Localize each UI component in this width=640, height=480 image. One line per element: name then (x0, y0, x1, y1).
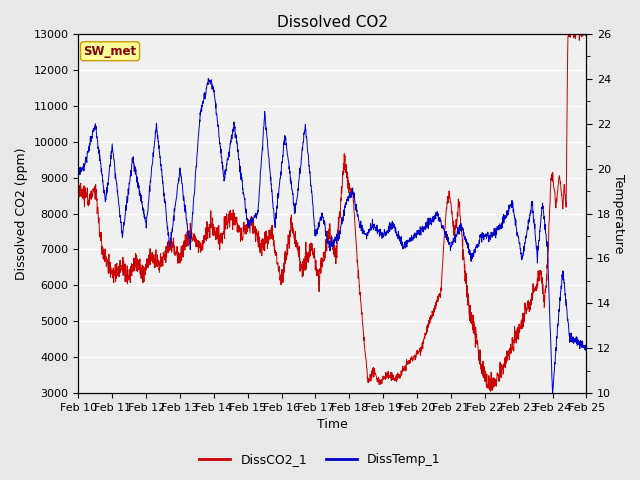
Legend: DissCO2_1, DissTemp_1: DissCO2_1, DissTemp_1 (194, 448, 446, 471)
Title: Dissolved CO2: Dissolved CO2 (277, 15, 388, 30)
Y-axis label: Temperature: Temperature (612, 174, 625, 253)
X-axis label: Time: Time (317, 419, 348, 432)
Text: SW_met: SW_met (83, 45, 136, 58)
Y-axis label: Dissolved CO2 (ppm): Dissolved CO2 (ppm) (15, 147, 28, 280)
